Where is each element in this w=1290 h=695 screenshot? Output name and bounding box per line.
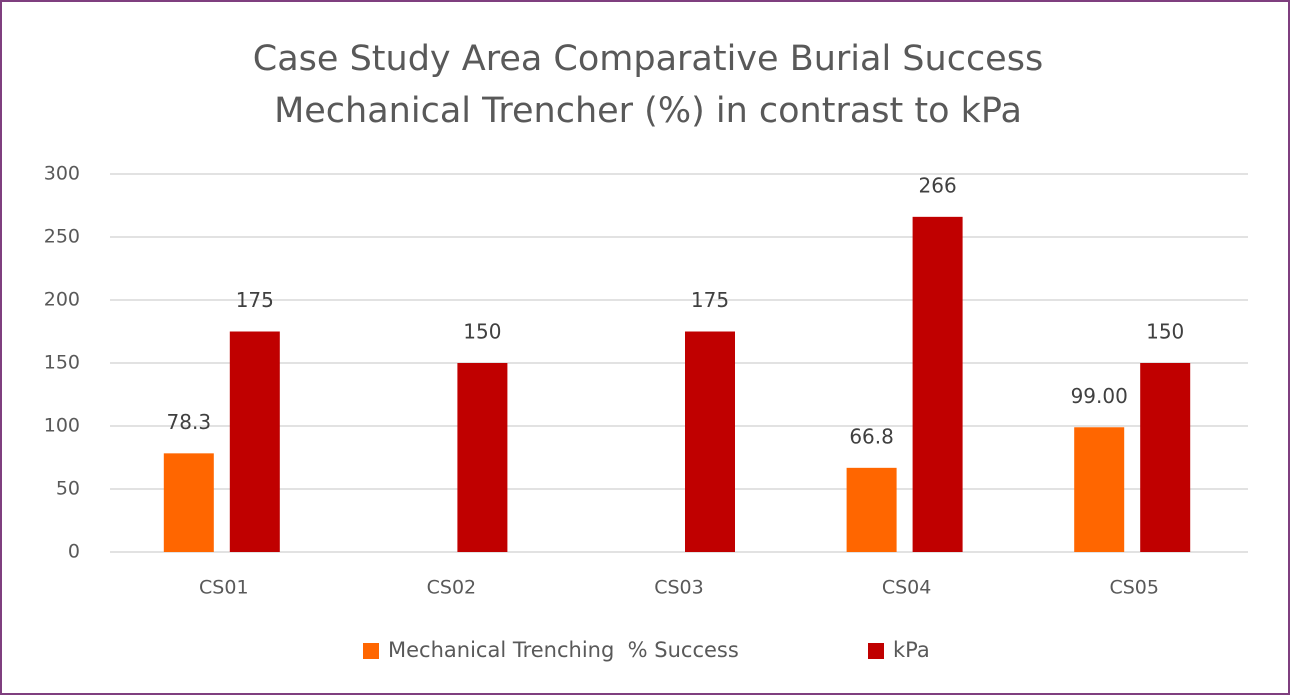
bar — [685, 331, 735, 552]
data-label: 175 — [236, 288, 274, 312]
data-label: 175 — [691, 288, 729, 312]
bar — [1140, 363, 1191, 552]
legend-swatch — [868, 643, 884, 659]
data-label: 150 — [1146, 320, 1184, 344]
y-tick-label: 300 — [44, 163, 80, 185]
legend-label: kPa — [893, 638, 930, 662]
data-label: 150 — [463, 320, 501, 344]
y-tick-label: 100 — [44, 415, 80, 437]
chart-title: Mechanical Trencher (%) in contrast to k… — [274, 91, 1022, 131]
y-tick-label: 200 — [44, 289, 80, 311]
y-tick-label: 50 — [56, 478, 80, 500]
y-tick-label: 250 — [44, 226, 80, 248]
x-tick-label: CS03 — [654, 577, 704, 599]
x-tick-label: CS04 — [882, 577, 932, 599]
bar — [912, 216, 963, 552]
data-label: 66.8 — [849, 424, 894, 448]
x-tick-label: CS05 — [1109, 577, 1159, 599]
bar — [163, 453, 214, 552]
x-tick-label: CS01 — [199, 577, 249, 599]
data-label: 266 — [919, 173, 957, 197]
chart-title: Case Study Area Comparative Burial Succe… — [253, 39, 1043, 79]
bar — [1074, 427, 1125, 552]
data-label: 99.00 — [1071, 384, 1128, 408]
y-tick-label: 150 — [44, 352, 80, 374]
y-tick-label: 0 — [68, 541, 80, 563]
data-label: 78.3 — [167, 410, 212, 434]
x-tick-label: CS02 — [427, 577, 477, 599]
legend-swatch — [363, 643, 379, 659]
legend-label: Mechanical Trenching % Success — [388, 638, 739, 662]
bar — [846, 467, 897, 552]
bar — [457, 363, 508, 552]
bar — [229, 331, 280, 552]
